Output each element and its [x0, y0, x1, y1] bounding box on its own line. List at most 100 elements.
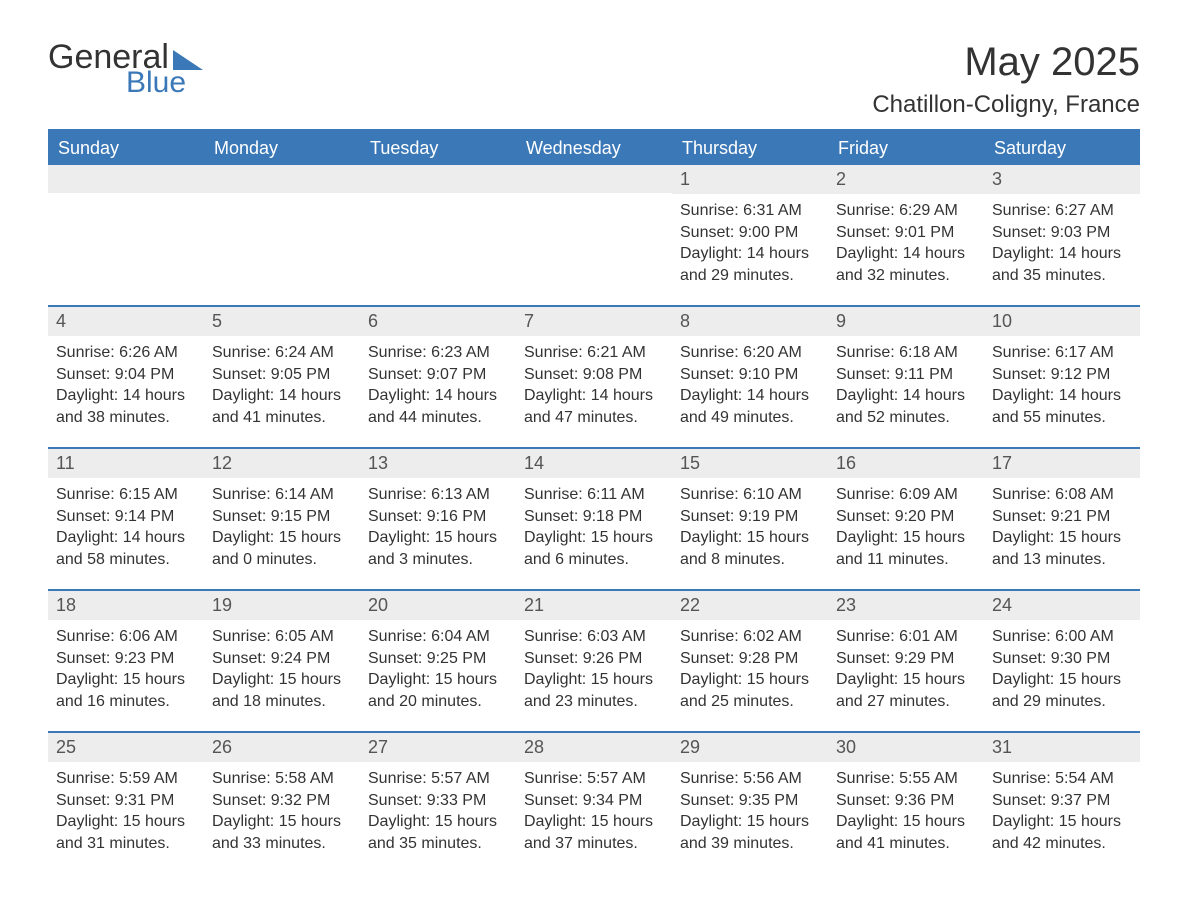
- day-daylight2: and 0 minutes.: [212, 549, 352, 571]
- day-cell: 29Sunrise: 5:56 AMSunset: 9:35 PMDayligh…: [672, 733, 828, 873]
- day-daylight2: and 49 minutes.: [680, 407, 820, 429]
- day-content: Sunrise: 6:20 AMSunset: 9:10 PMDaylight:…: [672, 336, 828, 436]
- day-number: 19: [204, 591, 360, 620]
- day-daylight2: and 18 minutes.: [212, 691, 352, 713]
- day-daylight2: and 13 minutes.: [992, 549, 1132, 571]
- day-daylight2: and 16 minutes.: [56, 691, 196, 713]
- day-sunrise: Sunrise: 5:56 AM: [680, 768, 820, 790]
- day-of-week-header: SundayMondayTuesdayWednesdayThursdayFrid…: [48, 132, 1140, 165]
- day-sunrise: Sunrise: 6:29 AM: [836, 200, 976, 222]
- day-number: 31: [984, 733, 1140, 762]
- day-daylight2: and 38 minutes.: [56, 407, 196, 429]
- day-daylight2: and 11 minutes.: [836, 549, 976, 571]
- day-cell: 14Sunrise: 6:11 AMSunset: 9:18 PMDayligh…: [516, 449, 672, 589]
- day-sunrise: Sunrise: 5:57 AM: [524, 768, 664, 790]
- day-daylight1: Daylight: 15 hours: [212, 811, 352, 833]
- day-content: Sunrise: 6:03 AMSunset: 9:26 PMDaylight:…: [516, 620, 672, 720]
- day-content: Sunrise: 5:59 AMSunset: 9:31 PMDaylight:…: [48, 762, 204, 862]
- day-number: 6: [360, 307, 516, 336]
- day-daylight2: and 25 minutes.: [680, 691, 820, 713]
- day-sunset: Sunset: 9:10 PM: [680, 364, 820, 386]
- day-sunrise: Sunrise: 6:17 AM: [992, 342, 1132, 364]
- day-number: 26: [204, 733, 360, 762]
- day-daylight2: and 41 minutes.: [212, 407, 352, 429]
- day-sunrise: Sunrise: 6:11 AM: [524, 484, 664, 506]
- week-row: 18Sunrise: 6:06 AMSunset: 9:23 PMDayligh…: [48, 589, 1140, 731]
- day-sunrise: Sunrise: 5:57 AM: [368, 768, 508, 790]
- day-content: Sunrise: 6:10 AMSunset: 9:19 PMDaylight:…: [672, 478, 828, 578]
- day-cell: 16Sunrise: 6:09 AMSunset: 9:20 PMDayligh…: [828, 449, 984, 589]
- day-sunrise: Sunrise: 6:24 AM: [212, 342, 352, 364]
- day-cell: 24Sunrise: 6:00 AMSunset: 9:30 PMDayligh…: [984, 591, 1140, 731]
- day-sunset: Sunset: 9:33 PM: [368, 790, 508, 812]
- brand-logo: General Blue: [48, 40, 203, 98]
- day-number: 10: [984, 307, 1140, 336]
- day-daylight1: Daylight: 15 hours: [992, 669, 1132, 691]
- day-number: 9: [828, 307, 984, 336]
- day-sunrise: Sunrise: 6:06 AM: [56, 626, 196, 648]
- day-cell: 27Sunrise: 5:57 AMSunset: 9:33 PMDayligh…: [360, 733, 516, 873]
- day-sunset: Sunset: 9:23 PM: [56, 648, 196, 670]
- day-daylight1: Daylight: 14 hours: [524, 385, 664, 407]
- day-daylight1: Daylight: 15 hours: [680, 527, 820, 549]
- day-number: 2: [828, 165, 984, 194]
- day-daylight1: Daylight: 15 hours: [836, 811, 976, 833]
- day-cell: 3Sunrise: 6:27 AMSunset: 9:03 PMDaylight…: [984, 165, 1140, 305]
- day-sunset: Sunset: 9:18 PM: [524, 506, 664, 528]
- day-content: Sunrise: 6:06 AMSunset: 9:23 PMDaylight:…: [48, 620, 204, 720]
- day-number: 30: [828, 733, 984, 762]
- day-sunrise: Sunrise: 6:00 AM: [992, 626, 1132, 648]
- day-cell: 13Sunrise: 6:13 AMSunset: 9:16 PMDayligh…: [360, 449, 516, 589]
- day-sunrise: Sunrise: 6:26 AM: [56, 342, 196, 364]
- day-sunrise: Sunrise: 6:31 AM: [680, 200, 820, 222]
- day-daylight1: Daylight: 15 hours: [368, 527, 508, 549]
- day-content: Sunrise: 6:02 AMSunset: 9:28 PMDaylight:…: [672, 620, 828, 720]
- day-cell: 5Sunrise: 6:24 AMSunset: 9:05 PMDaylight…: [204, 307, 360, 447]
- day-daylight1: Daylight: 15 hours: [680, 811, 820, 833]
- day-sunset: Sunset: 9:04 PM: [56, 364, 196, 386]
- day-sunrise: Sunrise: 6:27 AM: [992, 200, 1132, 222]
- day-cell: [360, 165, 516, 305]
- day-content: Sunrise: 6:00 AMSunset: 9:30 PMDaylight:…: [984, 620, 1140, 720]
- day-sunset: Sunset: 9:12 PM: [992, 364, 1132, 386]
- day-cell: 1Sunrise: 6:31 AMSunset: 9:00 PMDaylight…: [672, 165, 828, 305]
- day-sunset: Sunset: 9:36 PM: [836, 790, 976, 812]
- day-sunrise: Sunrise: 5:54 AM: [992, 768, 1132, 790]
- day-daylight2: and 42 minutes.: [992, 833, 1132, 855]
- day-content: Sunrise: 6:13 AMSunset: 9:16 PMDaylight:…: [360, 478, 516, 578]
- day-sunset: Sunset: 9:14 PM: [56, 506, 196, 528]
- day-content: Sunrise: 5:54 AMSunset: 9:37 PMDaylight:…: [984, 762, 1140, 862]
- day-sunrise: Sunrise: 6:08 AM: [992, 484, 1132, 506]
- day-content: Sunrise: 6:21 AMSunset: 9:08 PMDaylight:…: [516, 336, 672, 436]
- day-of-week-label: Sunday: [48, 132, 204, 165]
- day-content: Sunrise: 6:11 AMSunset: 9:18 PMDaylight:…: [516, 478, 672, 578]
- day-sunrise: Sunrise: 6:18 AM: [836, 342, 976, 364]
- day-content: Sunrise: 6:17 AMSunset: 9:12 PMDaylight:…: [984, 336, 1140, 436]
- day-daylight2: and 27 minutes.: [836, 691, 976, 713]
- day-cell: 21Sunrise: 6:03 AMSunset: 9:26 PMDayligh…: [516, 591, 672, 731]
- day-cell: 19Sunrise: 6:05 AMSunset: 9:24 PMDayligh…: [204, 591, 360, 731]
- day-number: [516, 165, 672, 193]
- day-daylight2: and 47 minutes.: [524, 407, 664, 429]
- day-daylight2: and 52 minutes.: [836, 407, 976, 429]
- day-daylight2: and 55 minutes.: [992, 407, 1132, 429]
- day-cell: 11Sunrise: 6:15 AMSunset: 9:14 PMDayligh…: [48, 449, 204, 589]
- day-sunset: Sunset: 9:00 PM: [680, 222, 820, 244]
- day-sunrise: Sunrise: 6:05 AM: [212, 626, 352, 648]
- day-sunset: Sunset: 9:19 PM: [680, 506, 820, 528]
- day-cell: 9Sunrise: 6:18 AMSunset: 9:11 PMDaylight…: [828, 307, 984, 447]
- day-sunrise: Sunrise: 6:01 AM: [836, 626, 976, 648]
- day-number: 4: [48, 307, 204, 336]
- day-number: 24: [984, 591, 1140, 620]
- day-sunrise: Sunrise: 6:02 AM: [680, 626, 820, 648]
- day-number: 29: [672, 733, 828, 762]
- day-daylight2: and 6 minutes.: [524, 549, 664, 571]
- day-number: 20: [360, 591, 516, 620]
- day-daylight1: Daylight: 14 hours: [992, 243, 1132, 265]
- day-daylight1: Daylight: 15 hours: [56, 811, 196, 833]
- day-content: Sunrise: 5:55 AMSunset: 9:36 PMDaylight:…: [828, 762, 984, 862]
- day-content: Sunrise: 6:15 AMSunset: 9:14 PMDaylight:…: [48, 478, 204, 578]
- day-content: Sunrise: 6:14 AMSunset: 9:15 PMDaylight:…: [204, 478, 360, 578]
- header: General Blue May 2025 Chatillon-Coligny,…: [48, 40, 1140, 119]
- day-content: Sunrise: 6:27 AMSunset: 9:03 PMDaylight:…: [984, 194, 1140, 294]
